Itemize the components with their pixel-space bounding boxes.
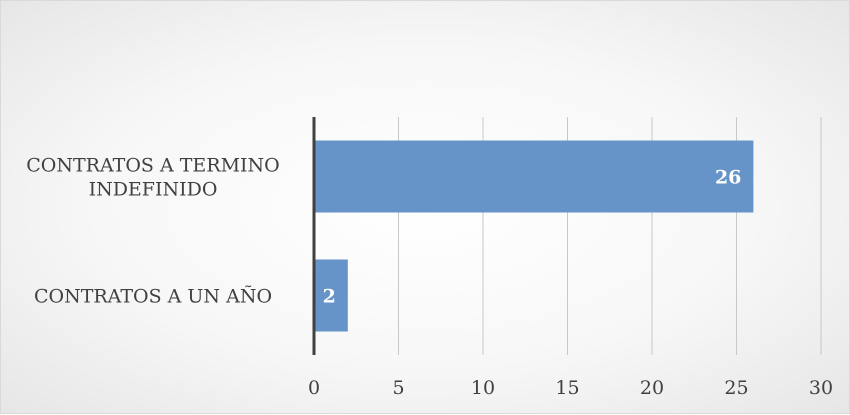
x-tick-label-15: 15 xyxy=(555,377,579,399)
category-label-0: CONTRATOS A TERMINO INDEFINIDO xyxy=(26,155,279,201)
category-label-1: CONTRATOS A UN AÑO xyxy=(34,285,272,308)
category-label-line: INDEFINIDO xyxy=(89,179,218,201)
category-label-line: CONTRATOS A TERMINO xyxy=(26,155,279,177)
x-tick-label-25: 25 xyxy=(724,377,748,399)
x-tick-label-0: 0 xyxy=(308,377,320,399)
x-tick-label-30: 30 xyxy=(809,377,833,399)
bar-0 xyxy=(314,140,754,213)
bar-1 xyxy=(314,259,348,332)
x-tick-label-20: 20 xyxy=(640,377,664,399)
category-label-line: CONTRATOS A UN AÑO xyxy=(34,285,272,308)
data-label-0: 26 xyxy=(715,167,741,189)
x-tick-label-5: 5 xyxy=(392,377,404,399)
data-label-1: 2 xyxy=(323,286,336,308)
x-tick-label-10: 10 xyxy=(471,377,495,399)
